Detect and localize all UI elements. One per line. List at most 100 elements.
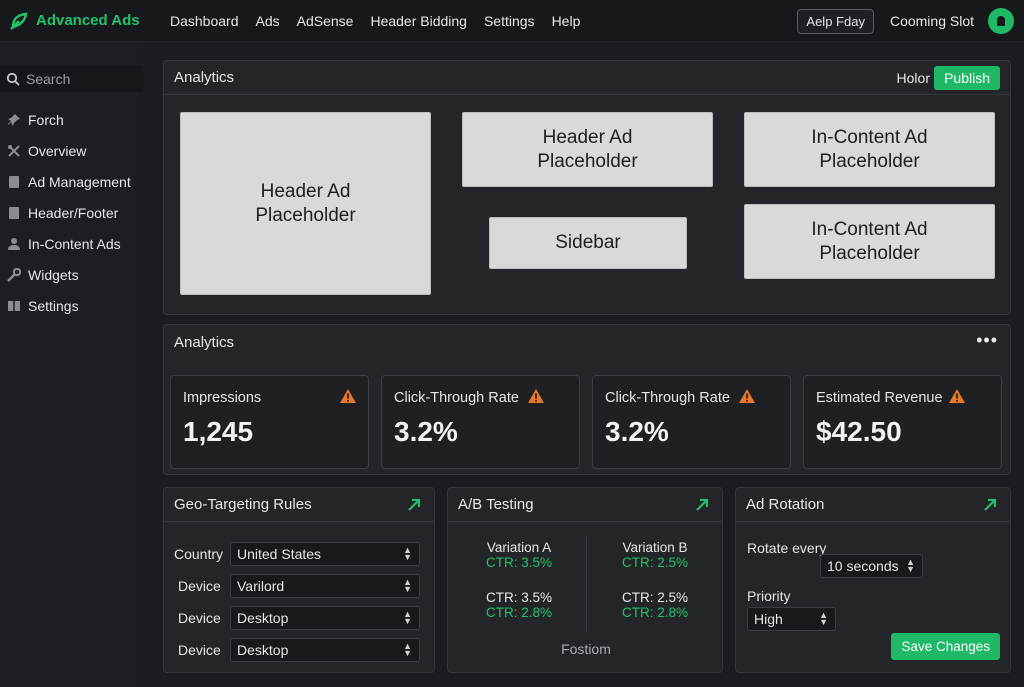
field-label: Device — [178, 642, 221, 658]
help-button[interactable]: Aelp Fday — [797, 8, 874, 34]
grid-icon — [6, 298, 22, 314]
geo-row-country: Country United States ▲ ▼ — [174, 542, 420, 566]
coming-slot-link[interactable]: Cooming Slot — [889, 13, 974, 29]
avatar[interactable] — [988, 8, 1014, 34]
metric-value: $42.50 — [816, 416, 902, 447]
expand-arrow-icon[interactable] — [694, 497, 710, 513]
rotate-interval-select[interactable]: 10 seconds ▲ ▼ — [820, 554, 923, 578]
metric-label: Impressions — [183, 390, 262, 406]
variation-b-ctr: CTR: 2.5% — [621, 555, 689, 570]
user-icon — [6, 236, 22, 252]
priority-select[interactable]: High ▲ ▼ — [747, 607, 836, 631]
variation-a[interactable]: Variation A CTR: 3.5% CTR: 3.5% CTR: 2.8… — [474, 540, 564, 620]
search-input[interactable]: Search — [0, 66, 143, 92]
nav-help[interactable]: Help — [551, 12, 581, 29]
variation-a-name: Variation A — [486, 540, 552, 555]
geo-targeting-panel: Geo-Targeting Rules Country United State… — [163, 487, 435, 673]
ad-rotation-panel: Ad Rotation Rotate every 10 seconds ▲ ▼ Pr… — [735, 487, 1011, 673]
sidebar-item-widgets[interactable]: Widgets — [0, 259, 143, 290]
sidebar-item-in-content-ads[interactable]: In-Content Ads — [0, 228, 143, 259]
logo-icon — [8, 10, 30, 32]
search-icon — [6, 72, 20, 86]
panel-title: Geo-Targeting Rules — [174, 496, 312, 513]
geo-row-device-3: Device Desktop ▲ ▼ — [174, 638, 420, 662]
ab-footer-text: Fostiom — [561, 641, 611, 657]
sidebar-item-ad-management[interactable]: Ad Management — [0, 166, 143, 197]
metric-value: 3.2% — [394, 416, 458, 447]
nav-ads[interactable]: Ads — [255, 12, 280, 29]
variation-a-ctr: CTR: 3.5% — [485, 555, 553, 570]
more-options-icon[interactable]: ••• — [976, 330, 998, 350]
device-select-2[interactable]: Desktop ▲ ▼ — [230, 606, 420, 630]
field-label: Device — [178, 578, 221, 594]
metric-ctr-1: Click-Through Rate 3.2% — [381, 375, 580, 469]
metric-ctr-2: Click-Through Rate 3.2% — [592, 375, 791, 469]
search-placeholder: Search — [26, 71, 71, 87]
device-select-3[interactable]: Desktop ▲ ▼ — [230, 638, 420, 662]
warning-icon — [949, 389, 965, 403]
save-changes-button[interactable]: Save Changes — [891, 633, 1000, 660]
sidebar-placeholder[interactable]: Sidebar — [489, 217, 687, 269]
warning-icon — [528, 389, 544, 403]
sidebar-item-header-footer[interactable]: Header/Footer — [0, 197, 143, 228]
geo-row-device-1: Device Varilord ▲ ▼ — [174, 574, 420, 598]
panel-title: Analytics — [174, 69, 235, 86]
wrench-icon — [6, 267, 22, 283]
sidebar-item-label: Header/Footer — [28, 204, 119, 221]
variation-b[interactable]: Variation B CTR: 2.5% CTR: 2.5% CTR: 2.8… — [610, 540, 700, 620]
device-select-1[interactable]: Varilord ▲ ▼ — [230, 574, 420, 598]
metric-label: Click-Through Rate — [605, 390, 730, 406]
sidebar-item-label: Ad Management — [28, 173, 131, 190]
sidebar: Search Forch Overview Ad Management Head… — [0, 42, 143, 687]
rotate-every-label: Rotate every — [747, 540, 827, 556]
country-select[interactable]: United States ▲ ▼ — [230, 542, 420, 566]
publish-button[interactable]: Publish — [934, 66, 1000, 90]
pin-icon — [6, 112, 22, 128]
updown-caret-icon: ▲ ▼ — [906, 557, 915, 574]
holor-link[interactable]: Holor — [896, 70, 930, 86]
geo-panel-header: Geo-Targeting Rules — [164, 488, 434, 522]
select-value: Varilord — [237, 578, 285, 594]
in-content-ad-placeholder-2[interactable]: In-Content Ad Placeholder — [744, 204, 995, 279]
sidebar-item-forch[interactable]: Forch — [0, 104, 143, 135]
field-label: Country — [174, 546, 224, 562]
expand-arrow-icon[interactable] — [406, 497, 422, 513]
select-value: Desktop — [237, 610, 289, 626]
sidebar-item-label: Forch — [28, 111, 64, 128]
variation-a-ctr-3: CTR: 2.8% — [485, 605, 553, 620]
priority-label: Priority — [747, 588, 791, 604]
sidebar-item-settings[interactable]: Settings — [0, 290, 143, 321]
ab-panel-header: A/B Testing — [448, 488, 722, 522]
metric-impressions: Impressions 1,245 — [170, 375, 369, 469]
tools-icon — [6, 143, 22, 159]
metric-value: 3.2% — [605, 416, 669, 447]
metric-label: Click-Through Rate — [394, 390, 519, 406]
sidebar-item-label: Overview — [28, 142, 87, 159]
rotation-panel-header: Ad Rotation — [736, 488, 1010, 522]
sidebar-item-label: Widgets — [28, 266, 79, 283]
analytics-panel: Analytics ••• Impressions 1,245 Click-Th… — [163, 324, 1011, 475]
header-ad-placeholder[interactable]: Header Ad Placeholder — [462, 112, 713, 187]
brand-name: Advanced Ads — [36, 12, 140, 29]
metric-label: Estimated Revenue — [816, 390, 943, 406]
sidebar-item-overview[interactable]: Overview — [0, 135, 143, 166]
updown-caret-icon: ▲ ▼ — [403, 577, 412, 594]
brand[interactable]: Advanced Ads — [0, 10, 170, 32]
expand-arrow-icon[interactable] — [982, 497, 998, 513]
nav-dashboard[interactable]: Dashboard — [170, 12, 239, 29]
nav-header-bidding[interactable]: Header Bidding — [370, 12, 467, 29]
variation-b-ctr-2: CTR: 2.5% — [621, 590, 689, 605]
select-value: United States — [237, 546, 322, 562]
panel-title: Ad Rotation — [746, 496, 825, 513]
layout-panel-header: Analytics Holor Publish — [164, 61, 1010, 95]
nav-settings[interactable]: Settings — [483, 12, 535, 29]
warning-icon — [340, 389, 356, 403]
panel-title: A/B Testing — [458, 496, 534, 513]
main-nav: Dashboard Ads AdSense Header Bidding Set… — [170, 13, 597, 29]
in-content-ad-placeholder-1[interactable]: In-Content Ad Placeholder — [744, 112, 995, 187]
updown-caret-icon: ▲ ▼ — [403, 545, 412, 562]
nav-adsense[interactable]: AdSense — [296, 12, 354, 29]
header-ad-placeholder-large[interactable]: Header Ad Placeholder — [180, 112, 431, 295]
variation-b-name: Variation B — [622, 540, 688, 555]
metric-value: 1,245 — [183, 416, 254, 447]
